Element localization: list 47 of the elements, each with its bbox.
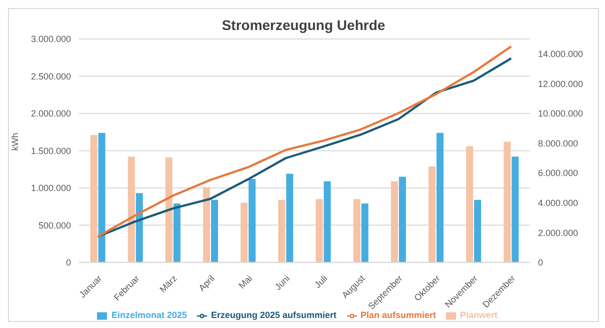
bar [428, 166, 436, 262]
bar [278, 200, 286, 262]
y-tick-label: 500.000 [38, 220, 71, 230]
chart-title: Stromerzeugung Uehrde [220, 16, 386, 35]
bar [361, 204, 368, 262]
bar [436, 132, 444, 262]
y2-tick-label: 6.000.000 [538, 168, 578, 178]
bar [286, 174, 294, 262]
bar [474, 200, 482, 262]
y-tick-label: 1.000.000 [30, 183, 71, 194]
y-tick-label: 2.000.000 [30, 108, 71, 119]
bar [240, 202, 248, 262]
y-tick-label: 3.000.000 [30, 34, 71, 44]
y2-tick-label: 14.000.000 [538, 49, 584, 60]
legend-label: Erzeugung 2025 aufsummiert [210, 310, 337, 320]
y2-tick-label: 4.000.000 [538, 198, 578, 208]
bar [203, 187, 210, 262]
bar [173, 204, 180, 262]
bar [98, 132, 106, 262]
bar [248, 178, 256, 262]
x-tick-label: Mai [236, 273, 254, 291]
y-tick-label: 0 [66, 258, 71, 268]
bar [398, 176, 406, 262]
y2-tick-label: 0 [538, 258, 544, 268]
legend-label: Planwert [460, 310, 498, 320]
bar [136, 193, 143, 262]
bar [316, 199, 323, 262]
legend-label: Einzelmonat 2025 [111, 310, 187, 320]
y2-tick-label: 12.000.000 [538, 78, 584, 89]
bar [353, 199, 360, 262]
bar [165, 157, 172, 262]
legend-label: Plan aufsummiert [360, 310, 436, 320]
bar [466, 146, 474, 262]
y-tick-label: 2.500.000 [30, 71, 71, 82]
y-tick-label: 1.500.000 [30, 146, 71, 156]
y-axis-title: kWh [10, 132, 20, 151]
bar [504, 142, 511, 262]
y2-tick-label: 2.000.000 [538, 228, 578, 238]
y2-tick-label: 10.000.000 [538, 108, 584, 119]
bar [512, 156, 519, 262]
y2-tick-label: 8.000.000 [538, 138, 578, 148]
x-tick-label: Juli [312, 273, 330, 290]
bar [90, 135, 98, 262]
bar [324, 181, 331, 262]
bar [128, 156, 135, 262]
bar [390, 181, 398, 262]
bar [211, 200, 218, 262]
